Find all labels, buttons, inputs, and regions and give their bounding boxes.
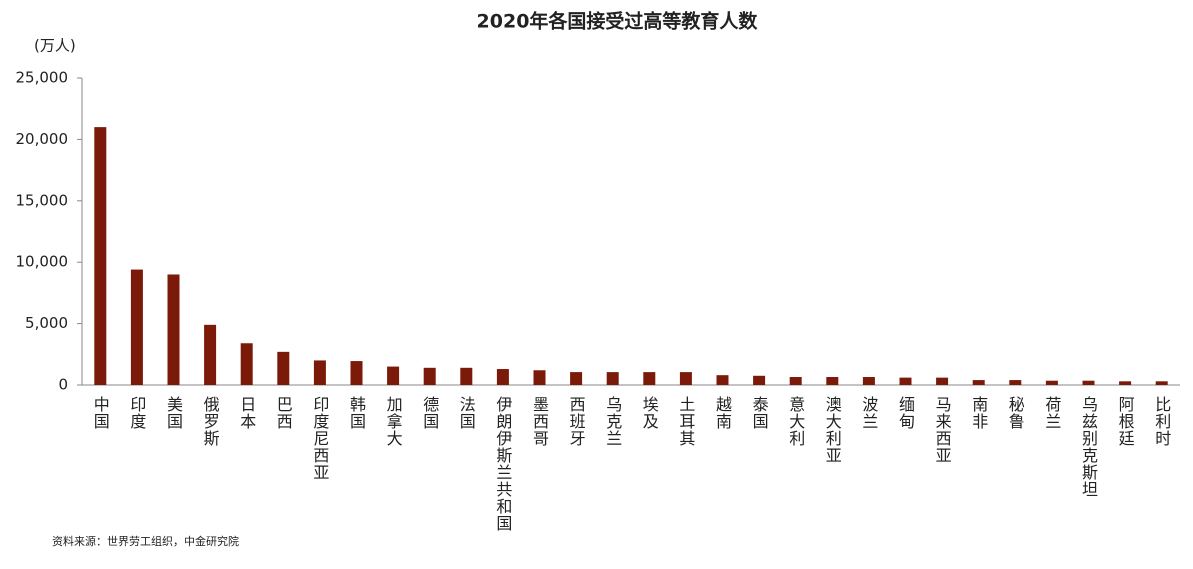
x-tick-label: 阿根廷 bbox=[1116, 396, 1135, 447]
bar bbox=[1155, 381, 1168, 385]
x-tick-label: 美国 bbox=[164, 396, 183, 430]
x-tick-label: 埃及 bbox=[640, 396, 659, 430]
x-tick-label: 印度尼西亚 bbox=[310, 396, 329, 481]
bar bbox=[716, 375, 729, 385]
bar bbox=[753, 375, 766, 385]
y-tick-label: 20,000 bbox=[16, 130, 69, 148]
bar bbox=[496, 369, 509, 385]
x-tick-label: 巴西 bbox=[274, 396, 293, 430]
x-tick-label: 法国 bbox=[457, 396, 476, 430]
bar bbox=[936, 377, 949, 385]
bar bbox=[240, 343, 253, 385]
x-tick-label: 韩国 bbox=[347, 396, 366, 430]
x-tick-label: 中国 bbox=[91, 396, 110, 430]
x-tick-label: 西班牙 bbox=[567, 396, 586, 447]
bar bbox=[570, 372, 583, 385]
x-tick-label: 秘鲁 bbox=[1006, 396, 1025, 430]
x-tick-label: 越南 bbox=[713, 396, 732, 430]
y-tick-label: 15,000 bbox=[16, 191, 69, 209]
bar bbox=[1082, 380, 1095, 385]
bar bbox=[1009, 380, 1022, 385]
bar bbox=[972, 380, 985, 385]
y-tick-label: 0 bbox=[58, 376, 68, 394]
bar bbox=[789, 377, 802, 385]
x-tick-label: 俄罗斯 bbox=[201, 396, 220, 447]
bar bbox=[826, 377, 839, 385]
bar bbox=[606, 372, 619, 385]
x-tick-label: 加拿大 bbox=[384, 396, 403, 447]
x-tick-label: 泰国 bbox=[750, 396, 769, 430]
x-tick-label: 波兰 bbox=[859, 396, 878, 430]
x-tick-label: 南非 bbox=[969, 396, 988, 430]
bar bbox=[643, 372, 656, 385]
bar bbox=[130, 269, 143, 385]
bar bbox=[277, 351, 290, 385]
x-tick-label: 意大利 bbox=[786, 395, 805, 447]
x-tick-label: 土耳其 bbox=[676, 396, 695, 447]
bar bbox=[167, 274, 180, 385]
bar bbox=[899, 377, 912, 385]
x-tick-label: 日本 bbox=[237, 396, 256, 430]
bar bbox=[204, 324, 217, 385]
x-tick-label: 乌兹别克斯坦 bbox=[1079, 396, 1098, 498]
bar bbox=[1045, 380, 1058, 385]
bar bbox=[350, 361, 363, 385]
x-tick-label: 德国 bbox=[420, 396, 439, 430]
y-tick-label: 25,000 bbox=[16, 69, 69, 87]
chart-title: 2020年各国接受过高等教育人数 bbox=[477, 10, 759, 33]
x-tick-label: 缅甸 bbox=[896, 396, 915, 430]
bar bbox=[313, 360, 326, 385]
bar bbox=[94, 127, 107, 386]
bar bbox=[423, 367, 436, 385]
x-tick-label: 墨西哥 bbox=[530, 396, 549, 447]
source-note: 资料来源：世界劳工组织，中金研究院 bbox=[52, 534, 239, 548]
bar bbox=[862, 377, 875, 385]
x-tick-label: 荷兰 bbox=[1042, 396, 1061, 430]
x-tick-label: 乌克兰 bbox=[603, 396, 622, 447]
bar bbox=[533, 370, 546, 385]
y-tick-label: 10,000 bbox=[16, 253, 69, 271]
bar bbox=[387, 366, 400, 385]
x-tick-label: 伊朗伊斯兰共和国 bbox=[493, 396, 512, 532]
x-tick-label: 马来西亚 bbox=[933, 396, 952, 464]
x-tick-label: 比利时 bbox=[1152, 396, 1171, 447]
x-tick-label: 澳大利亚 bbox=[823, 396, 842, 464]
bar bbox=[1119, 381, 1132, 385]
y-tick-label: 5,000 bbox=[25, 314, 68, 332]
bar bbox=[460, 367, 473, 385]
x-tick-label: 印度 bbox=[127, 396, 146, 430]
y-axis-label: (万人) bbox=[34, 37, 76, 55]
bar bbox=[679, 372, 692, 385]
